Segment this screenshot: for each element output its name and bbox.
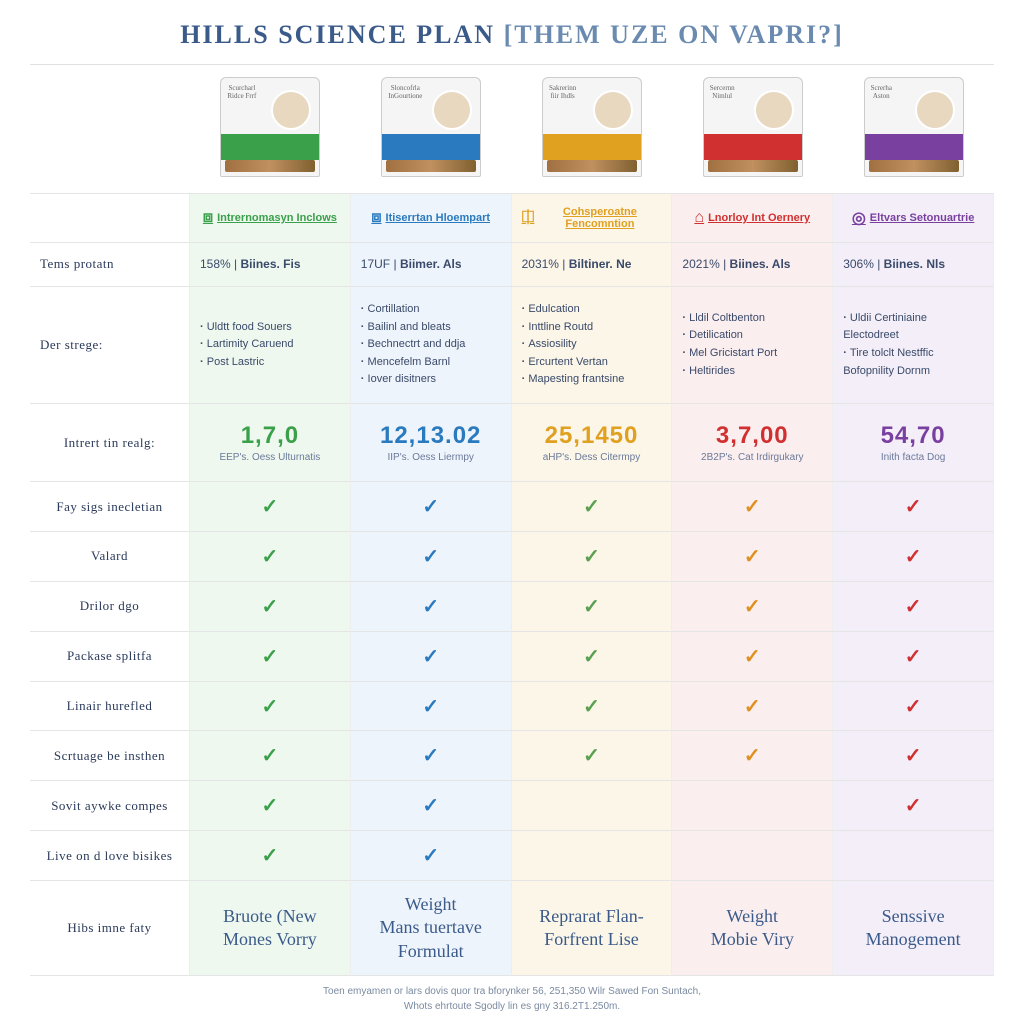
price-2: 25,1450: [522, 422, 662, 450]
row-label: Live on d love bisikes: [40, 848, 179, 864]
check-icon: ✓: [843, 743, 983, 768]
check-icon: ✓: [200, 644, 340, 669]
check-icon: ✓: [843, 594, 983, 619]
check-icon: ✓: [682, 494, 822, 519]
check-icon: ✓: [843, 544, 983, 569]
product-tagline-3: ⌂ Lnorloy Int Oernery: [694, 209, 810, 227]
stat-0: 158% | Biines. Fis: [200, 257, 340, 271]
price-1: 12,13.02: [361, 422, 501, 450]
check-icon: ✓: [200, 594, 340, 619]
row-label: Tems protatn: [40, 256, 179, 272]
bullets-2: EdulcationInttline RoutdAssiosilityErcur…: [522, 301, 662, 389]
footer-label-2: Reprarat Flan-Forfrent Lise: [522, 905, 662, 952]
price-0: 1,7,0: [200, 422, 340, 450]
stat-3: 2021% | Biines. Als: [682, 257, 822, 271]
product-icon-2: ⎅: [522, 209, 535, 227]
check-icon: ✓: [200, 793, 340, 818]
footer-label-1: WeightMans tuertaveFormulat: [361, 893, 501, 963]
product-tagline-1: ⧈ Itiserrtan Hloempart: [371, 209, 490, 227]
product-bag-4: ScrerhaAston: [864, 77, 964, 177]
check-icon: ✓: [361, 793, 501, 818]
product-icon-0: ⧈: [203, 209, 213, 227]
price-sub-1: IIP's. Oess Liermpy: [361, 452, 501, 463]
check-icon: ✓: [361, 644, 501, 669]
check-icon: ✓: [200, 544, 340, 569]
check-icon: ✓: [200, 694, 340, 719]
bullets-4: Uldii Certiniaine ElectodreetTire tolclt…: [843, 310, 983, 380]
page-title: HILLS SCIENCE PLAN [THEM UZE ON VAPRI?]: [30, 20, 994, 50]
product-tagline-0: ⧈ Intrernomasyn Inclows: [203, 209, 337, 227]
check-icon: ✓: [682, 743, 822, 768]
price-3: 3,7,00: [682, 422, 822, 450]
product-bag-3: SercernnNimlul: [703, 77, 803, 177]
product-icon-4: ◎: [852, 208, 866, 228]
check-icon: ✓: [522, 544, 662, 569]
price-4: 54,70: [843, 422, 983, 450]
check-icon: ✓: [361, 743, 501, 768]
check-icon: ✓: [522, 743, 662, 768]
product-tagline-4: ◎ Eltvars Setonuartrie: [852, 208, 975, 228]
footer-label-4: SenssiveManogement: [843, 905, 983, 952]
check-icon: ✓: [361, 544, 501, 569]
check-icon: ✓: [361, 694, 501, 719]
check-icon: ✓: [361, 843, 501, 868]
check-icon: ✓: [843, 793, 983, 818]
product-icon-1: ⧈: [371, 209, 381, 227]
stat-1: 17UF | Biimer. Als: [361, 257, 501, 271]
row-label: Hibs imne faty: [40, 920, 179, 936]
check-icon: ✓: [200, 494, 340, 519]
check-icon: ✓: [522, 494, 662, 519]
check-icon: ✓: [361, 594, 501, 619]
check-icon: ✓: [843, 694, 983, 719]
product-bag-2: Sakrerinnfiir Ihdls: [542, 77, 642, 177]
footer-label-0: Bruote (NewMones Vorry: [200, 905, 340, 952]
check-icon: ✓: [682, 594, 822, 619]
check-icon: ✓: [522, 644, 662, 669]
price-sub-3: 2B2P's. Cat Irdirgukary: [682, 452, 822, 463]
row-label: Scrtuage be insthen: [40, 748, 179, 764]
bullets-1: CortillationBailinl and bleatsBechnectrt…: [361, 301, 501, 389]
check-icon: ✓: [200, 743, 340, 768]
row-label: Intrert tin realg:: [40, 435, 179, 451]
product-tagline-2: ⎅ Cohsperoatne Fencomntion: [522, 206, 662, 230]
stat-4: 306% | Biines. Nls: [843, 257, 983, 271]
row-label: Valard: [40, 548, 179, 564]
bullets-3: Lldil ColtbentonDetilicationMel Gricista…: [682, 310, 822, 380]
product-icon-3: ⌂: [694, 209, 704, 227]
footer-label-3: WeightMobie Viry: [682, 905, 822, 952]
stat-2: 2031% | Biltiner. Ne: [522, 257, 662, 271]
check-icon: ✓: [843, 644, 983, 669]
check-icon: ✓: [682, 644, 822, 669]
comparison-table: ScurcharlRidce Frrf SloncofrlaInGourtion…: [30, 64, 994, 976]
price-sub-2: aHP's. Dess Citermpy: [522, 452, 662, 463]
check-icon: ✓: [682, 694, 822, 719]
row-label: Sovit aywke compes: [40, 798, 179, 814]
check-icon: ✓: [522, 694, 662, 719]
price-sub-4: Inith facta Dog: [843, 452, 983, 463]
check-icon: ✓: [843, 494, 983, 519]
row-label: Fay sigs inecletian: [40, 499, 179, 515]
row-label: Der strege:: [40, 337, 179, 353]
product-bag-0: ScurcharlRidce Frrf: [220, 77, 320, 177]
product-bag-1: SloncofrlaInGourtione: [381, 77, 481, 177]
row-label: Drilor dgo: [40, 598, 179, 614]
check-icon: ✓: [682, 544, 822, 569]
row-label: Packase splitfa: [40, 648, 179, 664]
check-icon: ✓: [200, 843, 340, 868]
bullets-0: Uldtt food SouersLartimity CaruendPost L…: [200, 319, 340, 372]
footnote: Toen emyamen or lars dovis quor tra bfor…: [30, 984, 994, 1014]
price-sub-0: EEP's. Oess Ulturnatis: [200, 452, 340, 463]
row-label: Linair hurefled: [40, 698, 179, 714]
check-icon: ✓: [522, 594, 662, 619]
check-icon: ✓: [361, 494, 501, 519]
